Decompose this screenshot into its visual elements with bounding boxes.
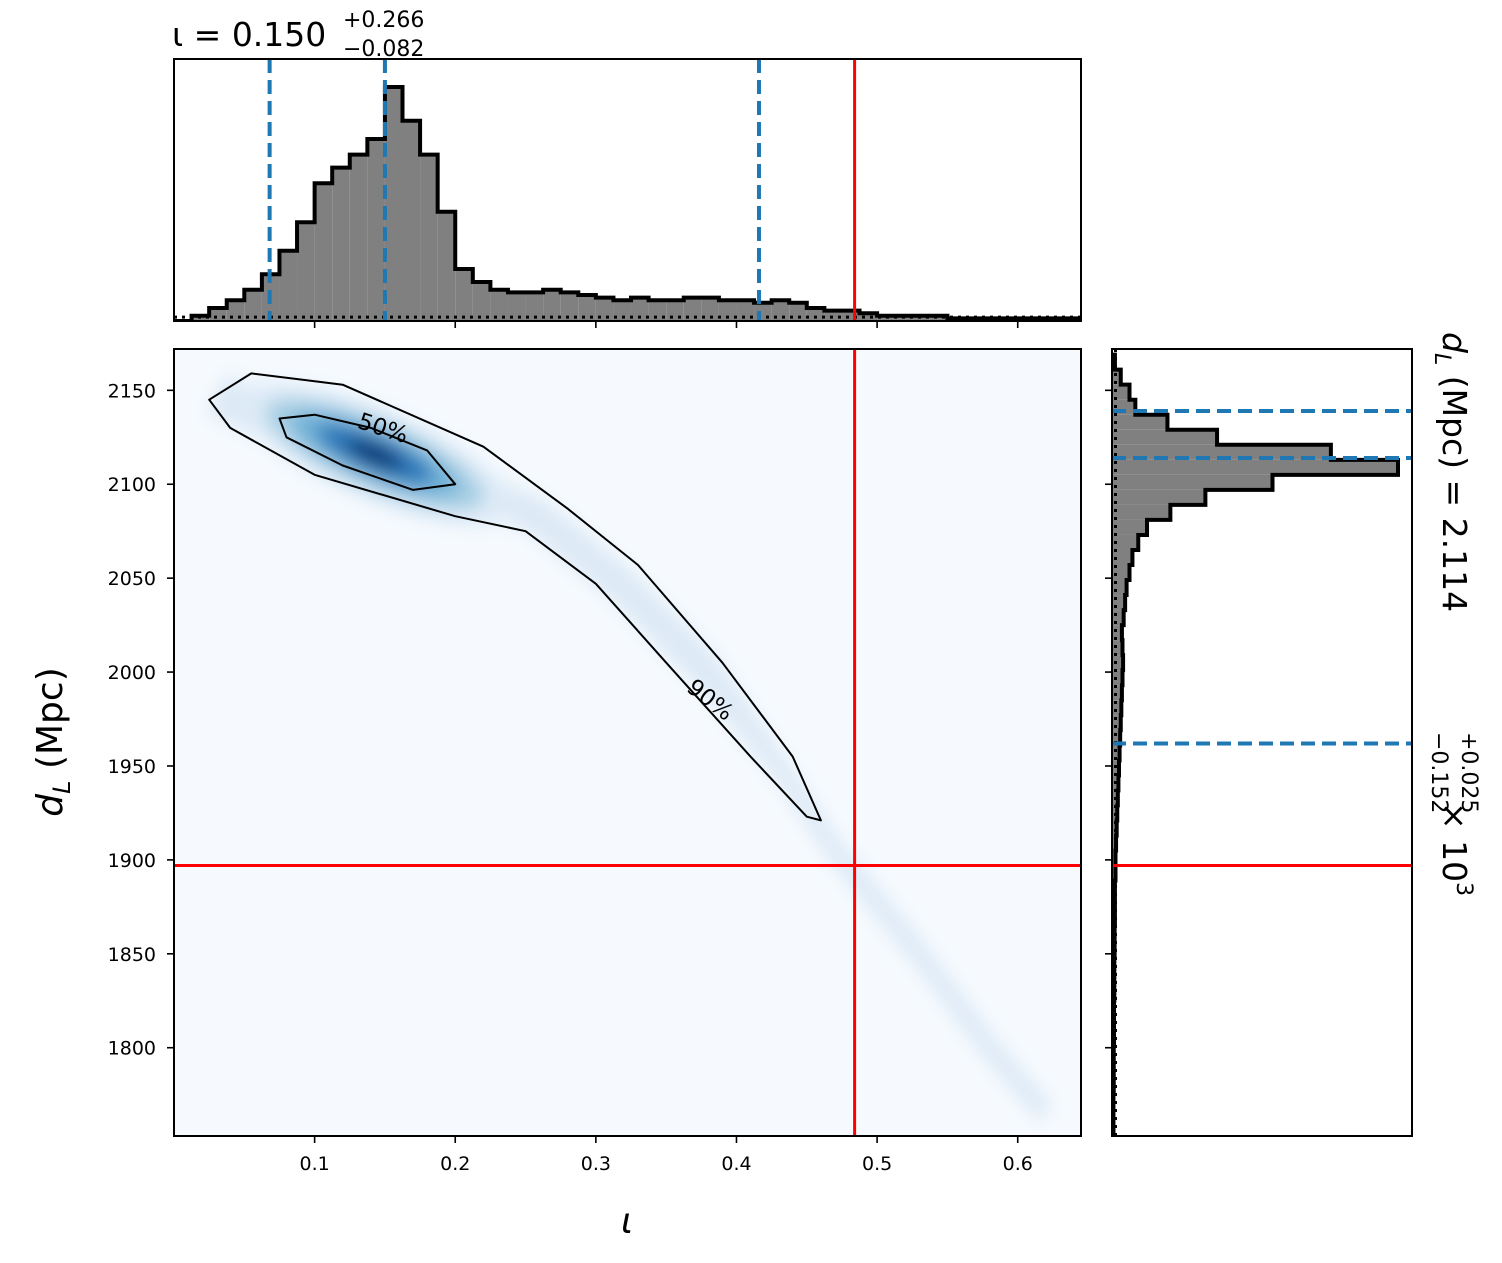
y-hist-bar [1112,625,1122,641]
joint-panel: 50%90% 0.1 0.2 0.3 0.4 0.5 0.6 18001850190019… [108,348,1082,1175]
x-hist-bar [420,154,438,321]
y-hist-bar [1112,730,1121,746]
y-hist-outline [1112,352,1400,1136]
y-hist-bar [1112,384,1130,400]
y-tick-label: 1950 [108,756,156,778]
y-hist-bar [1112,489,1206,505]
y-hist-bar [1112,429,1218,445]
x-hist-bar [683,297,702,321]
svg-text:+0.025: +0.025 [1456,732,1481,813]
y-tick-label: 2000 [108,662,156,684]
x-hist-bar [736,300,755,321]
x-hist-bar [806,308,825,321]
y-hist-bar [1112,655,1124,671]
x-hist-bar [244,289,262,321]
y-hist-bar [1112,745,1120,761]
contour-50 [278,413,457,491]
x-hist-bar [613,300,632,321]
x-summary-title: ι = 0.150 +0.266 −0.082 [172,8,424,62]
y-summary-title: dL (Mpc) = 2.114 +0.025 −0.152 × 103 [1426,332,1481,896]
x-hist-bar [701,297,719,321]
x-hist-bar [455,269,473,321]
svg-text:× 103: × 103 [1435,802,1476,896]
y-hist-bar [1112,700,1122,716]
y-hist-bar [1112,414,1168,430]
x-hist-bar [525,292,544,321]
x-hist-bar [367,139,385,321]
svg-text:dL (Mpc) = 2.114: dL (Mpc) = 2.114 [1429,332,1474,612]
y-tick-label: 2150 [108,380,156,402]
x-hist-bar [929,315,948,321]
svg-text:+0.266: +0.266 [343,8,424,33]
x-tick-label: 0.6 [1003,1153,1033,1175]
x-hist-bar [789,302,807,321]
y-hist-bar [1112,640,1123,656]
y-hist-bar [1112,519,1148,535]
x-hist-bar [648,300,667,321]
y-hist-bar [1112,685,1122,701]
svg-text:−0.152: −0.152 [1426,732,1451,813]
x-hist-bar [349,154,368,321]
x-hist-bar [718,300,737,321]
x-tick-label: 0.3 [581,1153,611,1175]
x-hist-bar [560,292,579,321]
x-hist-bar [402,120,421,321]
x-hist-outline [174,85,1081,321]
x-hist-bar [912,315,930,321]
x-hist-bar [437,211,456,321]
svg-text:−0.082: −0.082 [343,37,424,62]
x-hist-bar [666,300,684,321]
x-hist-bar [279,250,298,321]
y-hist-bar [1112,715,1121,731]
x-hist-bar [297,222,315,321]
y-hist-bar [1112,565,1130,581]
x-hist-bar [490,289,508,321]
y-hist-bar [1112,534,1139,550]
y-hist-bar [1112,835,1117,851]
y-marginal-panel [1105,348,1413,1137]
x-hist-bar [877,315,895,321]
y-hist-bar [1112,805,1118,821]
contour-90 [208,372,822,822]
x-hist-bar [472,282,491,321]
y-tick-label: 2050 [108,568,156,590]
x-hist-bar [384,87,403,321]
x-hist-bar [226,300,245,321]
x-hist-bar [543,289,561,321]
y-tick-label: 1850 [108,944,156,966]
y-hist-bar [1112,459,1398,475]
y-hist-bar [1112,549,1133,566]
y-hist-bar [1112,670,1123,686]
x-hist-bar [841,310,860,321]
x-hist-bar [314,183,333,321]
x-hist-bar [332,167,350,321]
x-hist-bar [631,297,649,321]
x-tick-label: 0.5 [862,1153,892,1175]
y-hist-bar [1112,504,1171,520]
x-marginal-panel [173,58,1082,328]
x-hist-bar [507,292,526,321]
x-tick-label: 0.1 [300,1153,330,1175]
joint-density-image [206,374,1051,1124]
y-tick-label: 1800 [108,1038,156,1060]
y-hist-bar [1112,820,1117,836]
density-core [347,439,403,470]
y-hist-bar [1112,474,1273,490]
x-hist-bar [595,297,614,321]
y-hist-bar [1112,369,1121,385]
y-tick-label: 2100 [108,474,156,496]
svg-text:ι = 0.150: ι = 0.150 [172,15,326,54]
x-tick-label: 0.2 [440,1153,470,1175]
y-tick-label: 1900 [108,850,156,872]
y-hist-bar [1112,610,1124,626]
x-tick-label: 0.4 [721,1153,751,1175]
x-hist-bar [578,295,596,321]
y-axis-label: dL (Mpc) [30,667,76,816]
x-hist-bar [859,313,878,321]
x-hist-bar [824,310,842,321]
x-axis-label: ι [621,1201,633,1242]
